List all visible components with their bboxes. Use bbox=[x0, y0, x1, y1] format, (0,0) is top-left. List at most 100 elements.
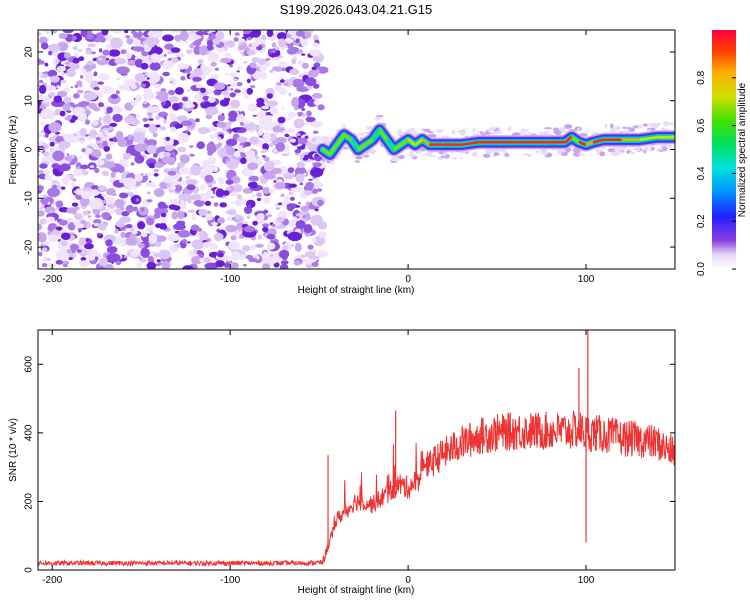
noise-blob bbox=[178, 116, 184, 122]
noise-blob bbox=[66, 207, 76, 214]
noise-blob bbox=[266, 214, 272, 218]
noise-blob bbox=[127, 59, 137, 66]
track-halo-speck bbox=[520, 128, 529, 133]
noise-blob bbox=[294, 80, 299, 85]
noise-blob bbox=[306, 110, 312, 117]
noise-blob bbox=[191, 216, 197, 220]
noise-blob bbox=[102, 114, 112, 125]
noise-blob bbox=[94, 256, 99, 260]
noise-blob bbox=[58, 140, 71, 149]
noise-blob bbox=[48, 43, 61, 52]
noise-blob bbox=[207, 39, 214, 47]
noise-blob bbox=[263, 171, 276, 180]
noise-blob bbox=[143, 100, 148, 105]
noise-blob bbox=[185, 179, 198, 186]
noise-blob bbox=[246, 78, 251, 84]
track-halo-speck bbox=[397, 129, 403, 135]
noise-blob bbox=[39, 218, 47, 225]
noise-blob bbox=[207, 185, 213, 188]
noise-blob bbox=[38, 32, 42, 37]
noise-blob bbox=[199, 45, 208, 56]
noise-blob bbox=[160, 213, 167, 218]
noise-blob bbox=[193, 45, 202, 56]
noise-blob bbox=[134, 72, 146, 83]
noise-blob bbox=[55, 200, 64, 208]
track-halo-speck bbox=[504, 152, 509, 157]
noise-blob bbox=[176, 220, 186, 226]
noise-blob bbox=[187, 241, 191, 244]
noise-blob bbox=[79, 128, 88, 137]
noise-blob bbox=[49, 122, 60, 133]
snr-ytick-label: 400 bbox=[24, 424, 35, 441]
track-halo-speck bbox=[607, 148, 616, 153]
noise-blob bbox=[293, 260, 301, 266]
noise-blob bbox=[271, 42, 277, 48]
noise-blob bbox=[48, 50, 53, 56]
noise-blob bbox=[214, 67, 219, 71]
noise-blob bbox=[169, 186, 177, 190]
noise-blob bbox=[56, 226, 63, 231]
noise-blob bbox=[277, 116, 286, 124]
track-hotspot bbox=[571, 136, 579, 144]
noise-blob bbox=[287, 30, 295, 35]
noise-blob bbox=[224, 72, 229, 76]
noise-blob bbox=[307, 69, 319, 78]
noise-blob bbox=[205, 30, 209, 33]
noise-blob bbox=[105, 58, 110, 61]
noise-blob bbox=[216, 121, 227, 128]
noise-blob bbox=[173, 205, 181, 211]
track-halo-speck bbox=[472, 152, 478, 155]
spectrogram-ytick-label: -10 bbox=[24, 191, 35, 206]
noise-blob bbox=[202, 95, 210, 101]
noise-blob bbox=[247, 162, 259, 170]
track-halo-speck bbox=[330, 160, 335, 165]
noise-blob bbox=[104, 130, 108, 134]
noise-blob bbox=[127, 134, 133, 141]
noise-blob bbox=[233, 78, 238, 82]
noise-blob bbox=[44, 62, 49, 67]
noise-blob bbox=[49, 141, 55, 147]
noise-blob bbox=[62, 103, 71, 111]
noise-blob bbox=[217, 114, 225, 122]
noise-blob bbox=[303, 172, 307, 176]
noise-blob bbox=[222, 91, 229, 96]
track-halo-speck bbox=[376, 114, 384, 118]
noise-blob bbox=[80, 257, 87, 261]
noise-blob bbox=[310, 120, 324, 128]
noise-blob bbox=[201, 196, 205, 200]
snr-ylabel: SNR (10 * v/v) bbox=[8, 418, 19, 482]
track-hotspot bbox=[415, 138, 423, 146]
noise-blob bbox=[226, 40, 236, 48]
noise-blob bbox=[280, 193, 285, 197]
snr-spikes bbox=[327, 330, 589, 546]
noise-blob bbox=[63, 52, 71, 59]
noise-blob bbox=[213, 232, 224, 242]
noise-blob bbox=[206, 142, 216, 152]
noise-blob bbox=[142, 117, 149, 122]
noise-blob bbox=[149, 61, 161, 71]
noise-blob bbox=[304, 135, 309, 139]
track-halo-speck bbox=[614, 126, 621, 131]
noise-blob bbox=[301, 62, 309, 69]
noise-blob bbox=[293, 118, 305, 129]
noise-blob bbox=[134, 143, 148, 152]
noise-blob bbox=[40, 196, 54, 206]
noise-blob bbox=[96, 55, 109, 66]
noise-blob bbox=[150, 53, 161, 63]
noise-blob bbox=[101, 212, 111, 220]
track-halo-speck bbox=[486, 128, 492, 132]
noise-blob bbox=[283, 196, 291, 202]
noise-blob bbox=[287, 117, 292, 121]
noise-blob bbox=[87, 255, 96, 261]
noise-blob bbox=[298, 74, 303, 78]
noise-blob bbox=[311, 262, 319, 267]
noise-blob bbox=[161, 224, 168, 230]
noise-blob bbox=[177, 162, 185, 168]
noise-blob bbox=[147, 30, 157, 38]
noise-blob bbox=[67, 135, 78, 143]
noise-blob bbox=[311, 66, 317, 71]
noise-blob bbox=[283, 172, 295, 180]
track-halo-speck bbox=[626, 150, 631, 154]
noise-blob bbox=[64, 155, 73, 162]
